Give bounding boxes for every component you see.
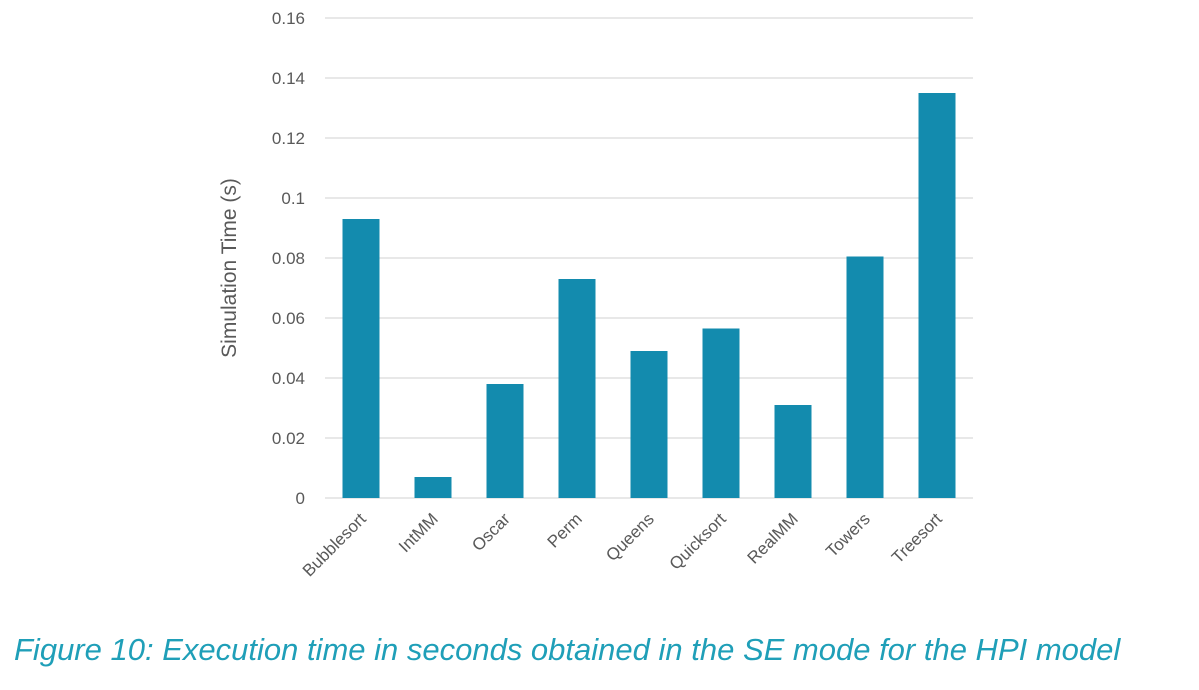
y-tick-label: 0.12 [272,129,305,148]
bar-quicksort [702,328,740,498]
bar-realmm [774,405,812,498]
y-tick-label: 0 [296,489,305,508]
x-tick-label: Queens [602,509,658,565]
y-tick-label: 0.1 [281,189,305,208]
y-axis-ticks: 0 0.02 0.04 0.06 0.08 0.1 0.12 0.14 0.16 [272,9,305,508]
y-tick-label: 0.08 [272,249,305,268]
y-tick-label: 0.02 [272,429,305,448]
x-tick-label: RealMM [744,509,802,567]
y-tick-label: 0.16 [272,9,305,28]
y-tick-label: 0.04 [272,369,305,388]
x-tick-label: IntMM [395,509,442,556]
x-tick-label: Towers [822,509,874,561]
bars [342,93,956,498]
x-axis-labels: Bubblesort IntMM Oscar Perm Queens Quicksort R… [299,509,946,580]
bar-oscar [486,384,524,498]
x-tick-label: Treesort [888,509,946,567]
figure-caption: Figure 10: Execution time in seconds obt… [14,632,1121,667]
x-tick-label: Bubblesort [299,509,370,580]
y-axis-label: Simulation Time (s) [218,178,241,358]
x-tick-label: Perm [544,509,586,551]
x-tick-label: Oscar [468,509,514,555]
y-tick-label: 0.06 [272,309,305,328]
bar-treesort [918,93,956,498]
y-tick-label: 0.14 [272,69,305,88]
gridlines [325,17,973,499]
bar-towers [846,256,884,498]
bar-queens [630,351,668,498]
bar-bubblesort [342,219,380,498]
bar-intmm [414,477,452,498]
x-tick-label: Quicksort [666,509,730,573]
bar-chart: 0 0.02 0.04 0.06 0.08 0.1 0.12 0.14 0.16 Bubbles… [218,9,973,580]
bar-perm [558,279,596,498]
